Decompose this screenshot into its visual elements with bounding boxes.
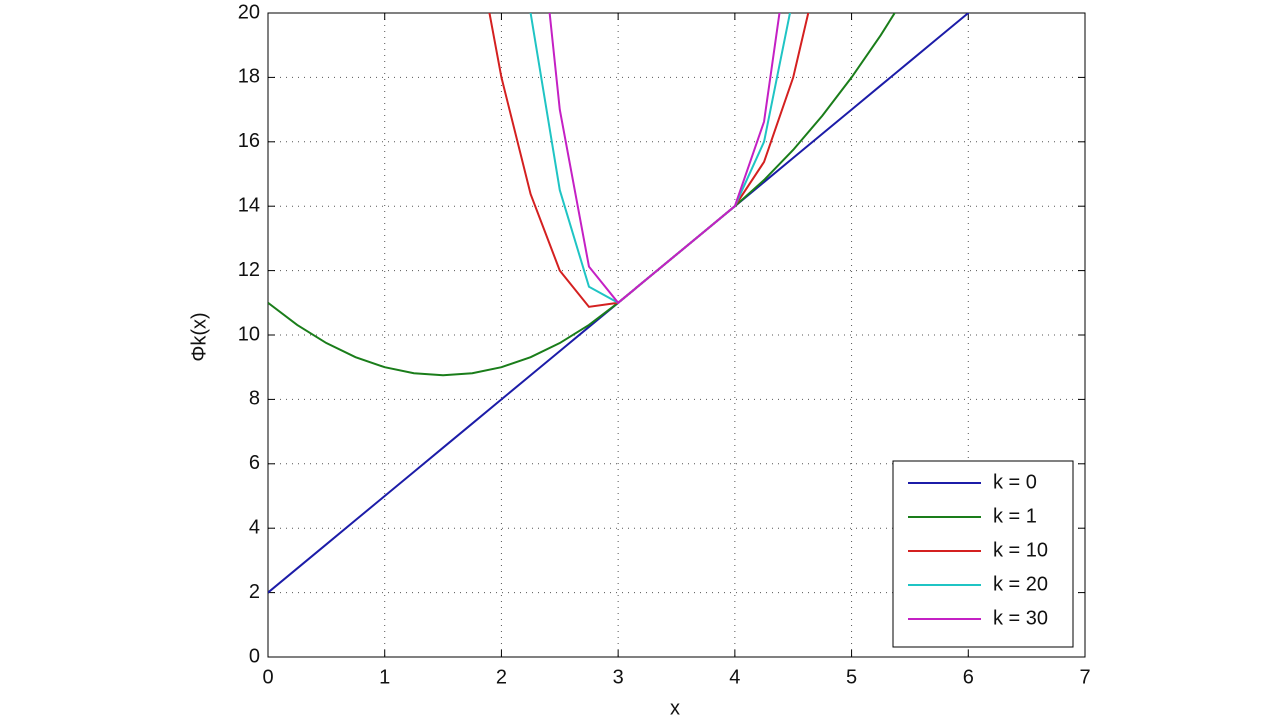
x-tick-label: 5 — [846, 666, 857, 688]
x-tick-label: 0 — [262, 666, 273, 688]
y-tick-label: 12 — [238, 259, 260, 281]
x-tick-label: 3 — [613, 666, 624, 688]
y-tick-label: 0 — [249, 645, 260, 667]
x-tick-label: 7 — [1079, 666, 1090, 688]
plot-area — [268, 13, 970, 594]
legend-label: k = 1 — [993, 505, 1037, 527]
y-tick-label: 10 — [238, 323, 260, 345]
legend-label: k = 0 — [993, 471, 1037, 493]
y-tick-label: 14 — [238, 194, 260, 216]
plot-frame — [267, 12, 1086, 658]
y-tick-label: 2 — [249, 581, 260, 603]
legend-label: k = 20 — [993, 573, 1048, 595]
legend-box — [892, 460, 1074, 648]
y-tick-label: 20 — [238, 1, 260, 23]
y-tick-label: 8 — [249, 388, 260, 410]
y-tick-label: 18 — [238, 66, 260, 88]
y-tick-label: 16 — [238, 130, 260, 152]
x-tick-label: 2 — [496, 666, 507, 688]
x-tick-label: 1 — [379, 666, 390, 688]
line-series — [548, 13, 781, 305]
x-tick-label: 4 — [729, 666, 740, 688]
y-axis-label: Φk(x) — [188, 312, 210, 361]
x-axis-label: x — [670, 697, 680, 719]
y-tick-label: 4 — [249, 516, 260, 538]
y-tick-label: 6 — [249, 452, 260, 474]
x-tick-label: 6 — [963, 666, 974, 688]
legend-label: k = 10 — [993, 539, 1048, 561]
legend-label: k = 30 — [993, 607, 1048, 629]
